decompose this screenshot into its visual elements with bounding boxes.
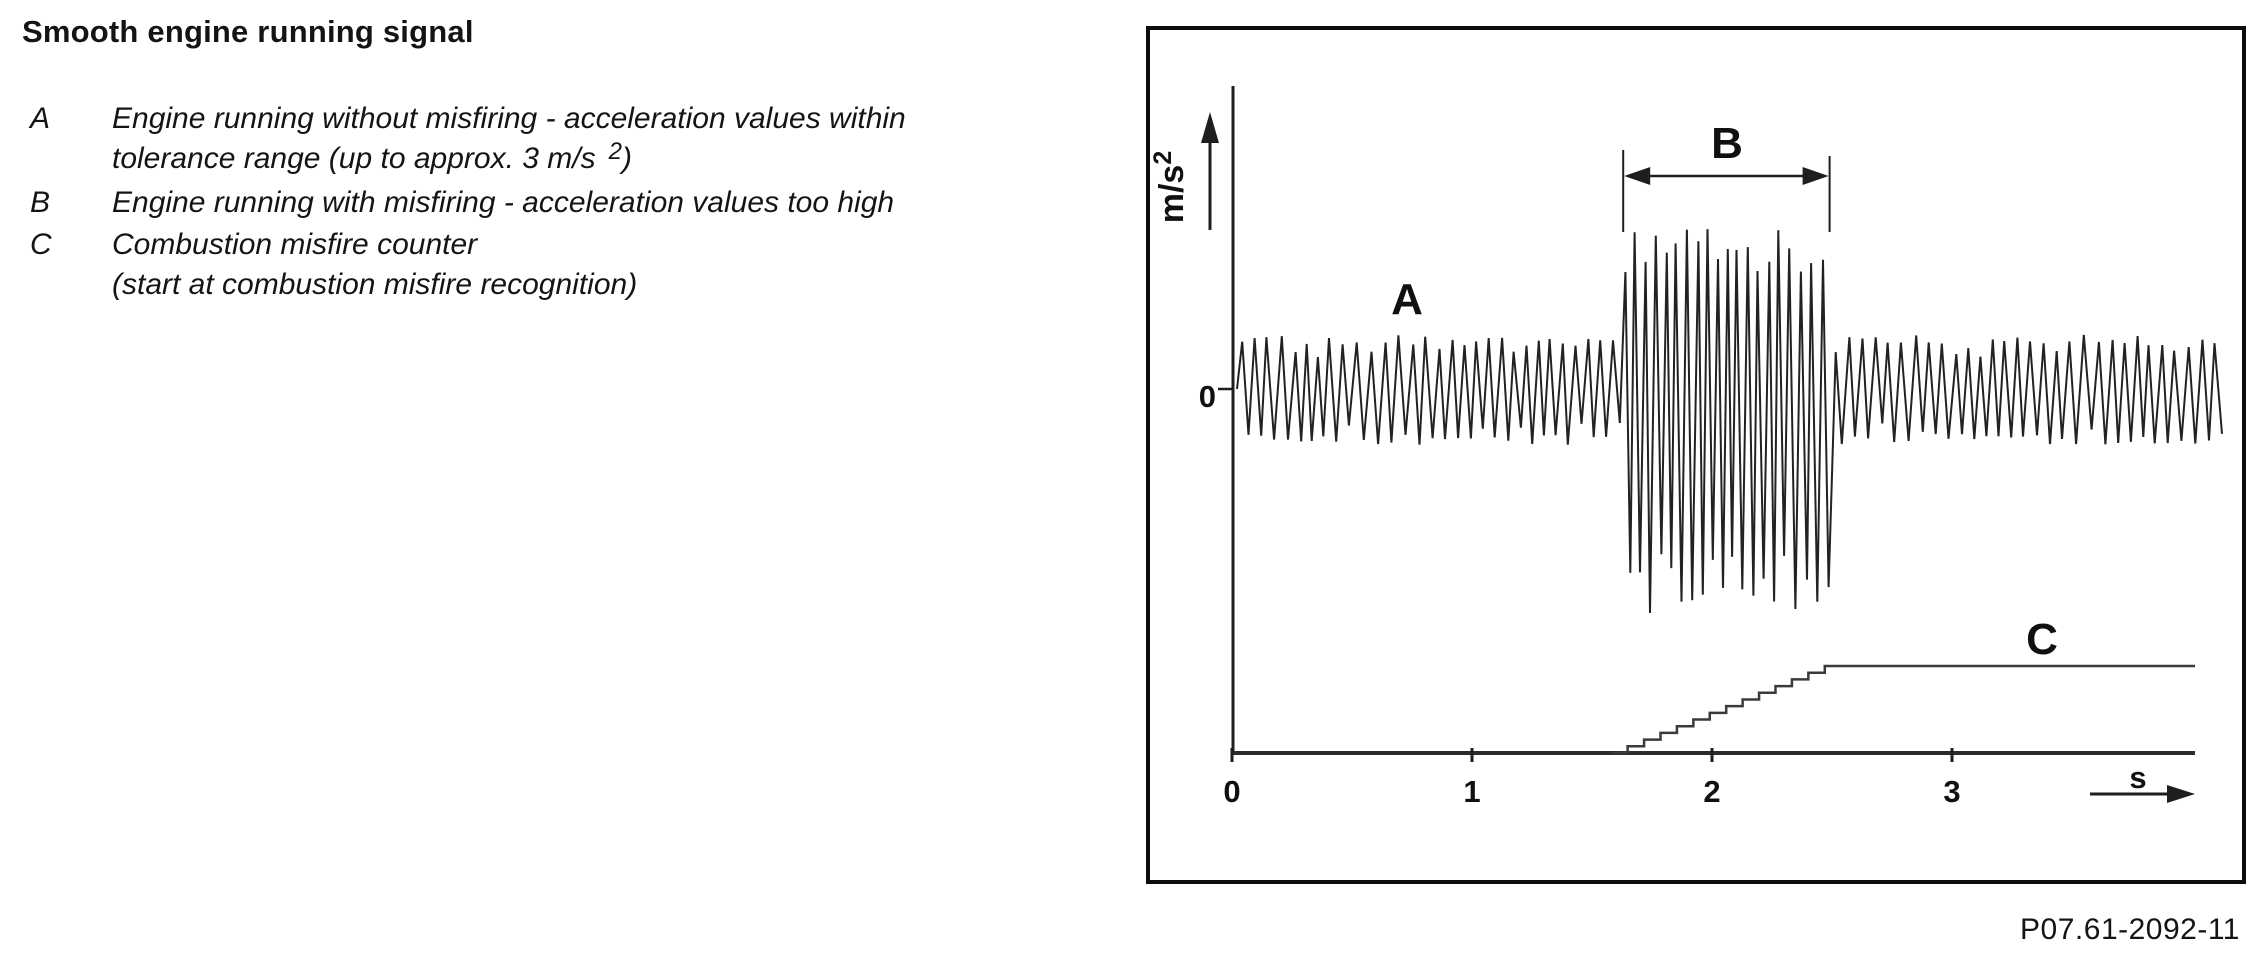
y-axis-arrow-head-icon [1201,112,1219,143]
x-tick-label: 0 [1223,774,1240,809]
arrow-head-left-icon [1624,167,1651,185]
legend-key: C [30,228,52,261]
x-tick-label: 1 [1463,774,1480,809]
x-tick-label: 3 [1943,774,1960,809]
legend: A Engine running without misfiring - acce… [30,99,906,305]
legend-item-C: C Combustion misfire counter (start at com… [30,225,906,305]
page-title: Smooth engine running signal [22,14,474,49]
x-axis-arrow-head-icon [2167,785,2195,803]
legend-key: A [30,102,51,135]
figure-code-label: P07.61-2092-11 [2020,913,2240,946]
signal-chart: 0 1 2 3 0 m/s2 s A B C [1150,86,2223,809]
y-axis-unit-label: m/s2 [1150,151,1191,224]
legend-text: Engine running with misfiring - accelera… [112,186,895,219]
acceleration-signal-trace [1236,229,2223,614]
legend-text: Combustion misfire counter (start at comb… [112,228,638,301]
region-label-A: A [1391,275,1423,324]
region-label-B: B [1711,119,1743,168]
chart-frame: 0 1 2 3 0 m/s2 s A B C [1146,26,2246,884]
y-zero-label: 0 [1199,379,1216,414]
legend-text: Engine running without misfiring - accel… [112,102,906,175]
legend-item-B: B Engine running with misfiring - acceler… [30,183,906,223]
superscript: 2 [608,138,622,165]
legend-key: B [30,186,51,219]
misfire-counter-trace [1611,664,2195,755]
legend-item-A: A Engine running without misfiring - acce… [30,99,906,181]
region-label-C: C [2026,615,2058,664]
x-axis-unit-label: s [2129,760,2146,795]
x-tick-label: 2 [1703,774,1720,809]
arrow-head-right-icon [1802,167,1829,185]
